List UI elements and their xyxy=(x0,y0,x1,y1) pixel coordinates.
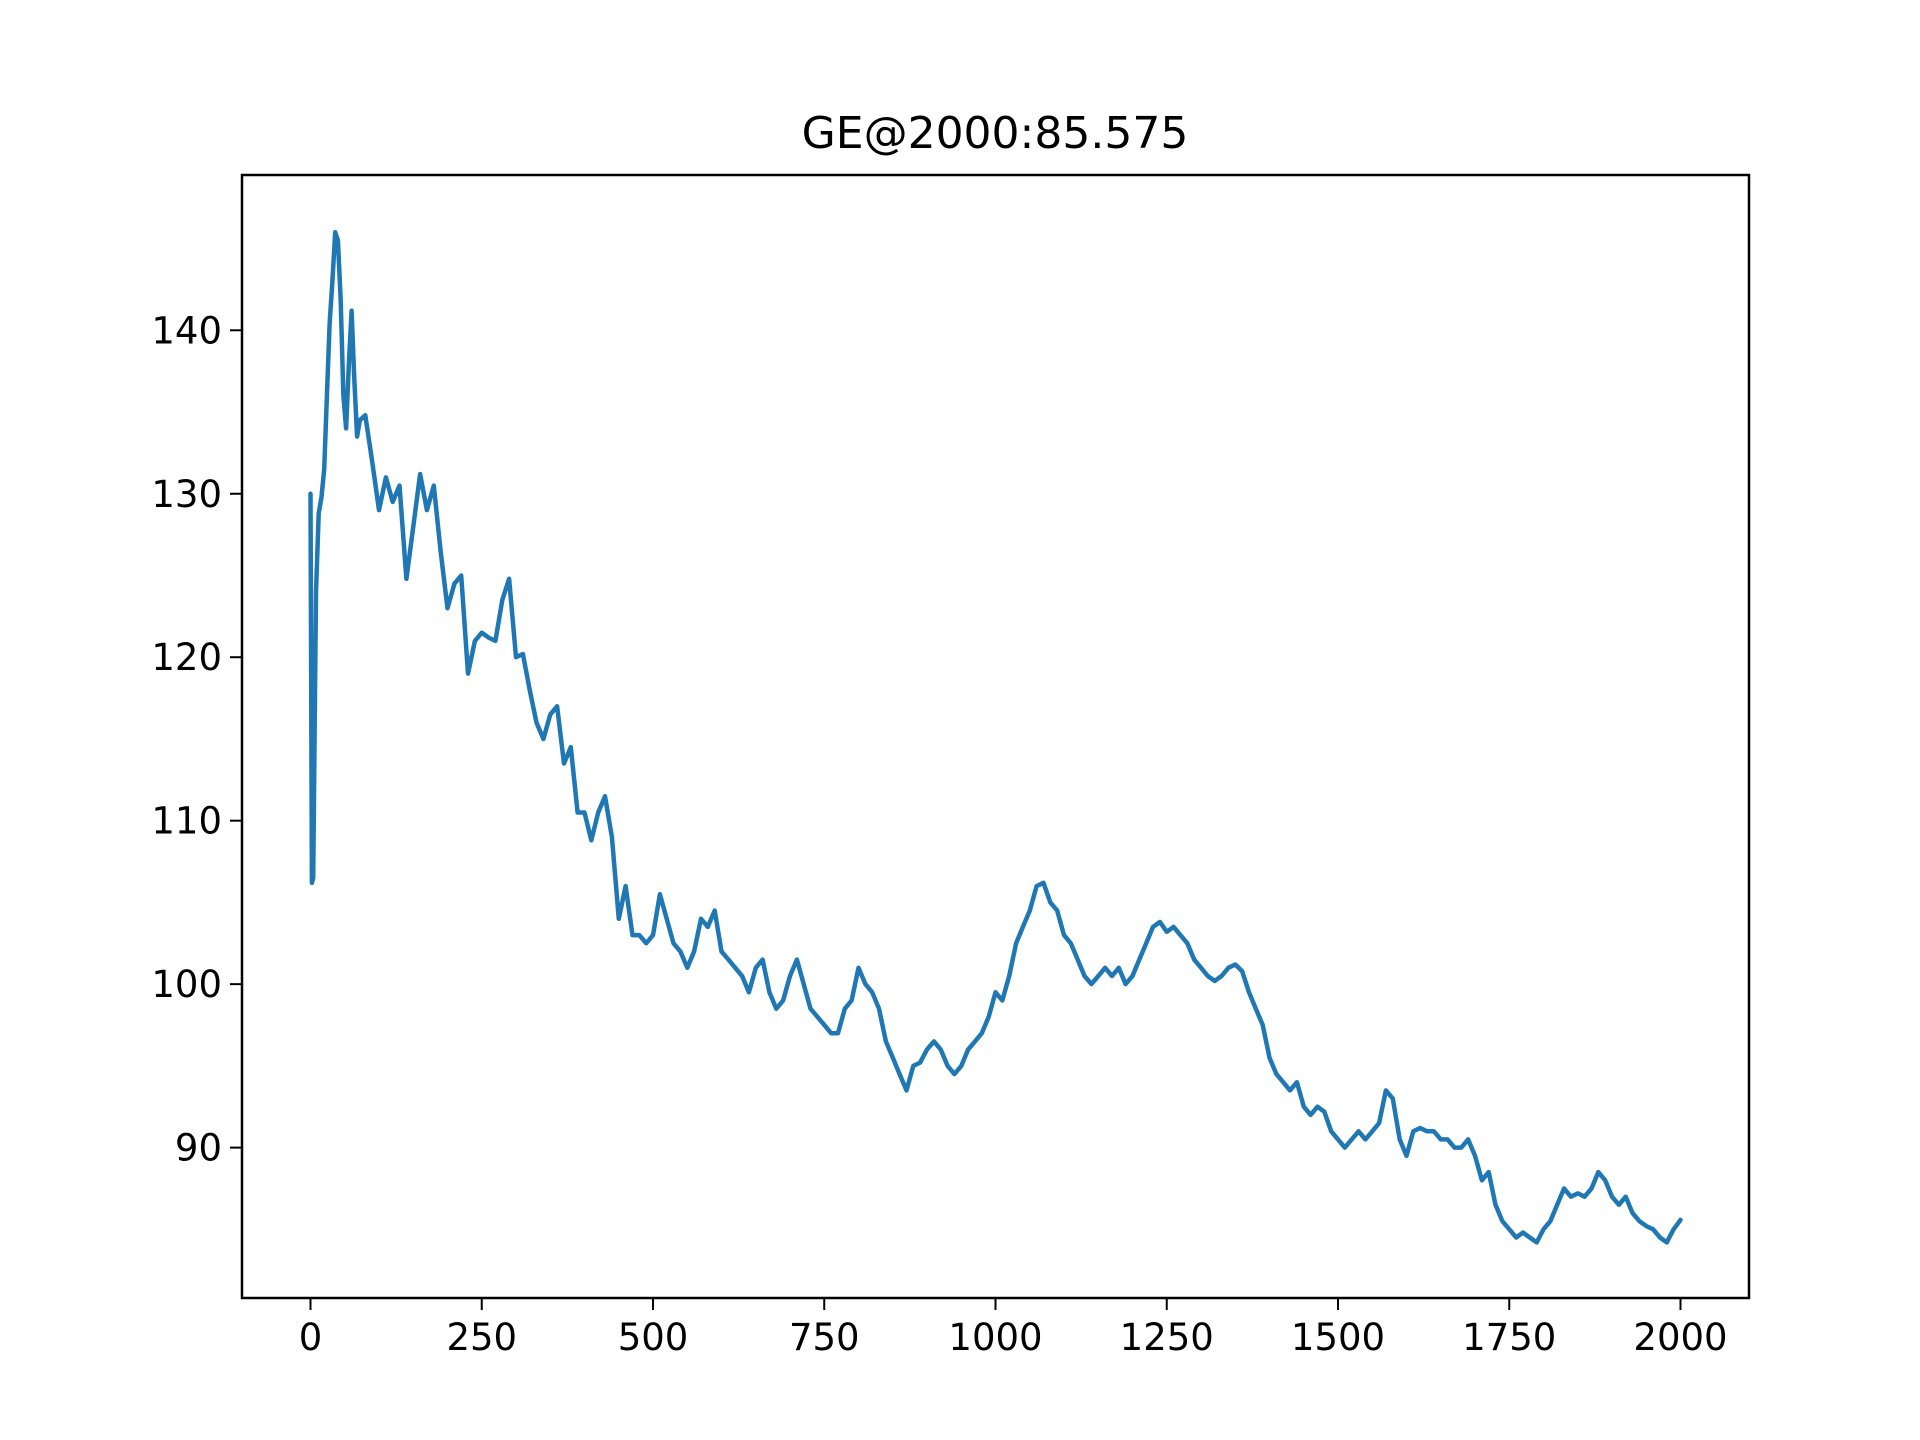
chart-title: GE@2000:85.575 xyxy=(802,108,1189,159)
x-tick-label: 2000 xyxy=(1633,1316,1727,1359)
y-tick-label: 110 xyxy=(151,800,222,843)
x-axis: 0 250 500 750 1000 1250 1500 1750 2000 xyxy=(299,1298,1728,1359)
plot-lines xyxy=(308,229,1683,1245)
y-tick-label: 120 xyxy=(151,636,222,679)
series-line xyxy=(308,229,1683,1245)
x-tick-label: 1500 xyxy=(1291,1316,1385,1359)
x-tick-label: 750 xyxy=(789,1316,860,1359)
x-tick-label: 500 xyxy=(618,1316,689,1359)
y-axis: 90 100 110 120 130 140 xyxy=(151,309,242,1170)
plot-frame xyxy=(240,173,1751,1300)
y-tick-label: 140 xyxy=(151,309,222,352)
y-tick-label: 130 xyxy=(151,473,222,516)
x-tick-label: 0 xyxy=(299,1316,323,1359)
y-tick-label: 100 xyxy=(151,963,222,1006)
x-tick-label: 1750 xyxy=(1462,1316,1556,1359)
y-tick-label: 90 xyxy=(175,1127,222,1170)
x-tick-label: 250 xyxy=(446,1316,517,1359)
x-tick-label: 1250 xyxy=(1120,1316,1214,1359)
x-tick-label: 1000 xyxy=(948,1316,1042,1359)
